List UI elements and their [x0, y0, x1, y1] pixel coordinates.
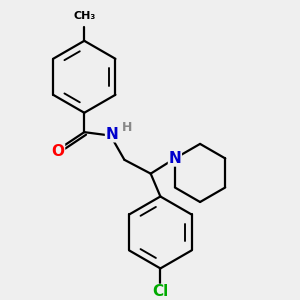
- Text: Cl: Cl: [152, 284, 169, 299]
- Text: H: H: [122, 121, 132, 134]
- Text: CH₃: CH₃: [73, 11, 95, 21]
- Text: O: O: [52, 144, 64, 159]
- Text: N: N: [169, 151, 181, 166]
- Text: N: N: [106, 127, 118, 142]
